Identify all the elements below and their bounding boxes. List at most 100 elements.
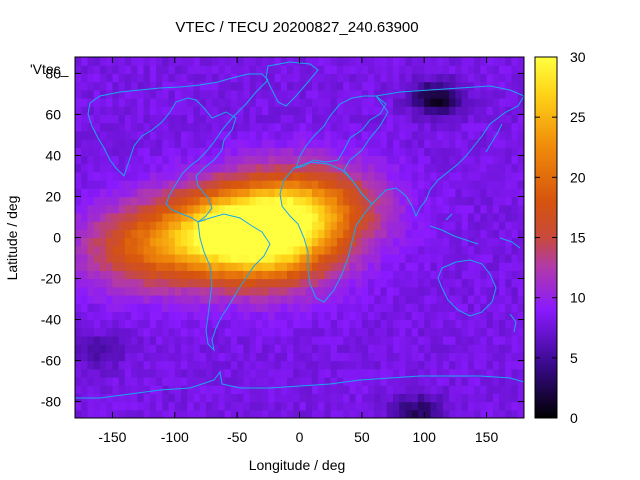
- heatmap-cell: [374, 122, 382, 132]
- heatmap-cell: [517, 278, 524, 288]
- heatmap-cell: [137, 344, 145, 353]
- heatmap-cell: [499, 344, 506, 353]
- heatmap-cell: [386, 180, 394, 189]
- heatmap-cell: [212, 196, 220, 206]
- heatmap-cell: [399, 106, 407, 116]
- heatmap-cell: [492, 212, 500, 222]
- heatmap-cell: [380, 360, 388, 370]
- heatmap-cell: [449, 376, 457, 386]
- heatmap-cell: [174, 139, 182, 148]
- heatmap-cell: [436, 171, 444, 181]
- heatmap-cell: [343, 262, 350, 271]
- heatmap-cell: [374, 229, 382, 239]
- heatmap-cell: [436, 204, 444, 214]
- heatmap-cell: [436, 303, 444, 312]
- heatmap-cell: [75, 335, 82, 345]
- heatmap-cell: [461, 188, 469, 198]
- heatmap-cell: [374, 393, 382, 403]
- heatmap-cell: [436, 360, 444, 370]
- heatmap-cell: [143, 294, 151, 304]
- heatmap-cell: [505, 98, 513, 107]
- heatmap-cell: [243, 196, 251, 206]
- heatmap-cell: [156, 303, 163, 312]
- heatmap-cell: [405, 114, 413, 124]
- heatmap-cell: [336, 171, 344, 181]
- heatmap-cell: [386, 89, 394, 99]
- heatmap-cell: [442, 294, 450, 304]
- heatmap-cell: [124, 212, 132, 222]
- heatmap-cell: [417, 221, 425, 230]
- heatmap-cell: [168, 89, 176, 99]
- heatmap-cell: [318, 270, 326, 280]
- heatmap-cell: [149, 360, 157, 370]
- heatmap-cell: [486, 262, 494, 271]
- heatmap-cell: [193, 335, 201, 345]
- heatmap-cell: [268, 237, 276, 247]
- heatmap-cell: [449, 253, 457, 263]
- heatmap-cell: [349, 409, 357, 418]
- heatmap-cell: [299, 376, 307, 386]
- heatmap-cell: [299, 221, 307, 230]
- heatmap-cell: [436, 114, 444, 124]
- heatmap-cell: [355, 294, 363, 304]
- heatmap-cell: [268, 73, 276, 83]
- heatmap-cell: [212, 65, 220, 74]
- heatmap-cell: [87, 294, 95, 304]
- heatmap-cell: [293, 352, 301, 362]
- heatmap-cell: [505, 294, 513, 304]
- heatmap-cell: [93, 368, 101, 378]
- heatmap-cell: [299, 245, 307, 255]
- heatmap-cell: [505, 57, 513, 66]
- heatmap-cell: [287, 327, 294, 337]
- heatmap-cell: [467, 147, 475, 157]
- heatmap-cell: [268, 311, 276, 321]
- heatmap-cell: [343, 253, 350, 263]
- heatmap-cell: [474, 188, 481, 198]
- heatmap-cell: [380, 270, 388, 280]
- heatmap-cell: [174, 409, 182, 418]
- heatmap-cell: [511, 171, 519, 181]
- heatmap-cell: [474, 212, 481, 222]
- heatmap-cell: [143, 89, 151, 99]
- heatmap-cell: [218, 89, 226, 99]
- heatmap-cell: [162, 89, 170, 99]
- heatmap-cell: [343, 385, 350, 394]
- heatmap-cell: [199, 409, 207, 418]
- heatmap-cell: [137, 253, 145, 263]
- heatmap-cell: [249, 89, 257, 99]
- heatmap-cell: [106, 409, 114, 418]
- heatmap-cell: [181, 294, 188, 304]
- heatmap-cell: [511, 81, 519, 91]
- heatmap-cell: [411, 409, 419, 418]
- heatmap-cell: [449, 311, 457, 321]
- heatmap-cell: [480, 352, 488, 362]
- heatmap-cell: [336, 262, 344, 271]
- heatmap-cell: [187, 278, 195, 288]
- heatmap-cell: [417, 360, 425, 370]
- heatmap-cell: [499, 106, 506, 116]
- heatmap-cell: [243, 229, 251, 239]
- heatmap-cell: [424, 360, 432, 370]
- heatmap-cell: [118, 262, 126, 271]
- heatmap-cell: [187, 270, 195, 280]
- heatmap-cell: [81, 401, 89, 411]
- heatmap-cell: [467, 221, 475, 230]
- heatmap-cell: [330, 278, 338, 288]
- heatmap-cell: [399, 286, 407, 296]
- coastline-new-zealand: [509, 313, 517, 333]
- heatmap-cell: [336, 344, 344, 353]
- heatmap-cell: [511, 89, 519, 99]
- heatmap-cell: [262, 327, 269, 337]
- heatmap-cell: [417, 147, 425, 157]
- heatmap-cell: [480, 303, 488, 312]
- heatmap-cell: [424, 57, 432, 66]
- y-axis-label: Latitude / deg: [4, 196, 20, 281]
- heatmap-cell: [511, 204, 519, 214]
- heatmap-cell: [81, 294, 89, 304]
- heatmap-cell: [293, 262, 301, 271]
- heatmap-cell: [149, 98, 157, 107]
- heatmap-cell: [461, 409, 469, 418]
- heatmap-cell: [243, 294, 251, 304]
- heatmap-cell: [255, 327, 263, 337]
- heatmap-cell: [230, 139, 238, 148]
